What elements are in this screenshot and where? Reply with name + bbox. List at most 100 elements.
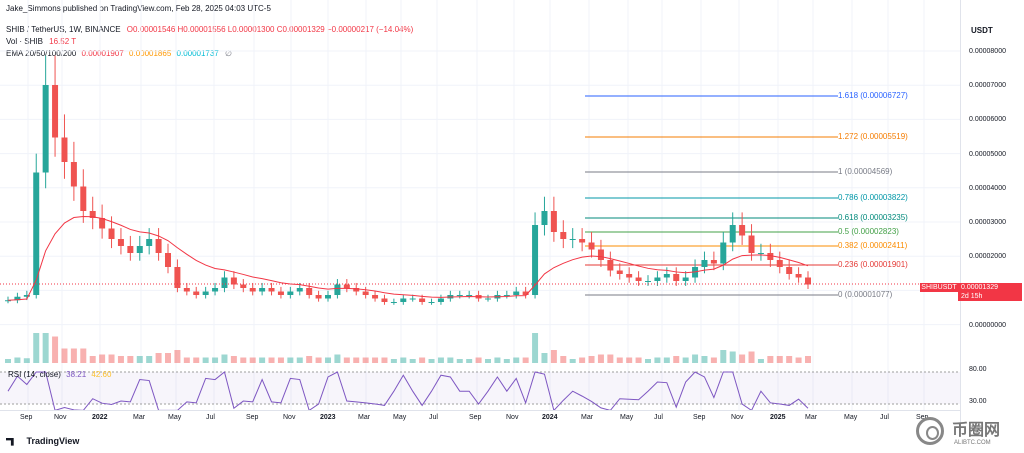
time-tick-label: Sep — [246, 414, 259, 421]
time-tick-label: Jul — [206, 414, 215, 421]
candle-body — [503, 295, 510, 296]
time-axis[interactable]: Sep Nov 2022 Mar May Jul Sep Nov 2023 Mar May Jul Se… — [0, 410, 960, 427]
ohlc-values: O0.00001546 H0.00001556 L0.00001300 C0.0… — [126, 25, 414, 34]
rsi-label[interactable]: RSI (14, close) — [8, 370, 61, 379]
visibility-icon[interactable]: ∅ — [225, 49, 232, 58]
candle-body — [645, 281, 651, 282]
volume-bar — [193, 357, 200, 363]
volume-bar — [136, 356, 143, 363]
volume-bar — [5, 359, 11, 363]
candle-body — [588, 242, 595, 250]
time-tick-label: 2025 — [770, 414, 786, 421]
volume-label[interactable]: Vol · SHIB — [6, 37, 43, 46]
time-tick-label: May — [844, 414, 858, 421]
time-tick-label: Nov — [283, 414, 296, 421]
candle-body — [400, 298, 407, 302]
candle-body — [729, 225, 736, 243]
price-tick-label: 0.00007000 — [969, 82, 1006, 90]
volume-bar — [447, 357, 454, 363]
volume-bar — [108, 354, 115, 363]
candle-body — [5, 300, 11, 302]
volume-bar — [607, 354, 614, 363]
legend-ema-row: EMA 20/50/100/200 0.00001907 0.00001865 … — [6, 48, 413, 60]
ema-label[interactable]: EMA 20/50/100/200 — [6, 49, 77, 58]
price-tick-label: 0.00002000 — [969, 253, 1006, 261]
tradingview-footer[interactable]: TradingView — [6, 436, 79, 446]
volume-bar — [183, 357, 190, 363]
legend-volume-row: Vol · SHIB 16.52 T — [6, 36, 413, 48]
volume-bar — [428, 359, 435, 363]
rsi-tick-label: 80.00 — [969, 366, 987, 373]
volume-bar — [212, 357, 219, 363]
time-tick-label: Sep — [20, 414, 33, 421]
volume-bar — [287, 357, 294, 363]
volume-bar — [52, 336, 59, 363]
candle-body — [99, 218, 106, 229]
volume-bar — [720, 350, 727, 363]
volume-bar — [654, 357, 661, 363]
volume-value: 16.52 T — [49, 37, 77, 46]
candle-body — [569, 239, 576, 240]
candle-body — [560, 232, 567, 239]
volume-bar — [522, 357, 529, 363]
volume-bar — [400, 357, 407, 363]
volume-bar — [146, 356, 153, 363]
rsi-legend: RSI (14, close) 38.21 42.60 — [8, 370, 111, 379]
fib-level-label: 1.618 (0.00006727) — [838, 91, 908, 100]
time-tick-label: May — [620, 414, 634, 421]
volume-bar — [795, 357, 802, 363]
candle-body — [80, 186, 87, 211]
candle-body — [212, 288, 219, 292]
candle-body — [183, 288, 190, 292]
fib-level-label: 0.618 (0.00003235) — [838, 213, 908, 222]
rsi-line — [7, 371, 809, 410]
currency-label: USDT — [971, 26, 993, 35]
candle-body — [739, 225, 746, 236]
candle-body — [513, 291, 520, 295]
volume-bar — [221, 354, 228, 363]
price-chart-svg[interactable] — [0, 0, 960, 410]
time-tick-label: Mar — [805, 414, 818, 421]
publisher-bar: Jake_Simmons published on TradingView.co… — [6, 4, 271, 13]
volume-bar — [42, 333, 49, 363]
candle-body — [532, 225, 539, 295]
candle-body — [748, 235, 755, 253]
volume-bar — [663, 357, 670, 363]
candle-body — [287, 291, 294, 295]
time-tick-label: Jul — [429, 414, 438, 421]
time-tick-label: 2022 — [92, 414, 108, 421]
symbol-label[interactable]: SHIB / TetherUS, 1W, BINANCE — [6, 25, 121, 34]
candle-body — [456, 295, 463, 296]
candle-body — [230, 277, 237, 285]
candle-body — [42, 85, 49, 173]
candle-body — [607, 260, 614, 271]
candle-body — [221, 277, 228, 288]
candle-body — [372, 295, 379, 299]
candle-body — [23, 295, 30, 297]
volume-bar — [315, 357, 322, 363]
volume-bar — [616, 357, 623, 363]
time-tick-label: Nov — [506, 414, 519, 421]
volume-bar — [117, 356, 124, 363]
volume-bar — [390, 359, 397, 363]
time-tick-label: Jul — [880, 414, 889, 421]
volume-bar — [343, 357, 350, 363]
price-tick-label: 0.00008000 — [969, 48, 1006, 55]
fib-level-label: 1.272 (0.00005519) — [838, 132, 908, 141]
watermark: 币圈网 ALIBTC.COM — [912, 414, 1022, 452]
volume-bar — [165, 353, 171, 363]
current-price-badge: 0.00001329 2d 15h — [958, 283, 1022, 301]
volume-bar — [532, 333, 539, 363]
volume-bar — [381, 357, 388, 363]
candle-body — [757, 253, 764, 254]
fib-level-label: 0.236 (0.00001901) — [838, 260, 908, 269]
candle-body — [353, 288, 360, 292]
price-axis[interactable]: USDT 0.00008000 0.00007000 0.00006000 0.000… — [960, 0, 1024, 435]
volume-bar — [240, 357, 247, 363]
volume-bar — [475, 357, 482, 363]
rsi-ma-value: 42.60 — [91, 370, 112, 379]
volume-bar — [99, 354, 106, 363]
volume-bar — [626, 357, 633, 363]
volume-bar — [485, 359, 491, 363]
candle-body — [776, 260, 783, 267]
